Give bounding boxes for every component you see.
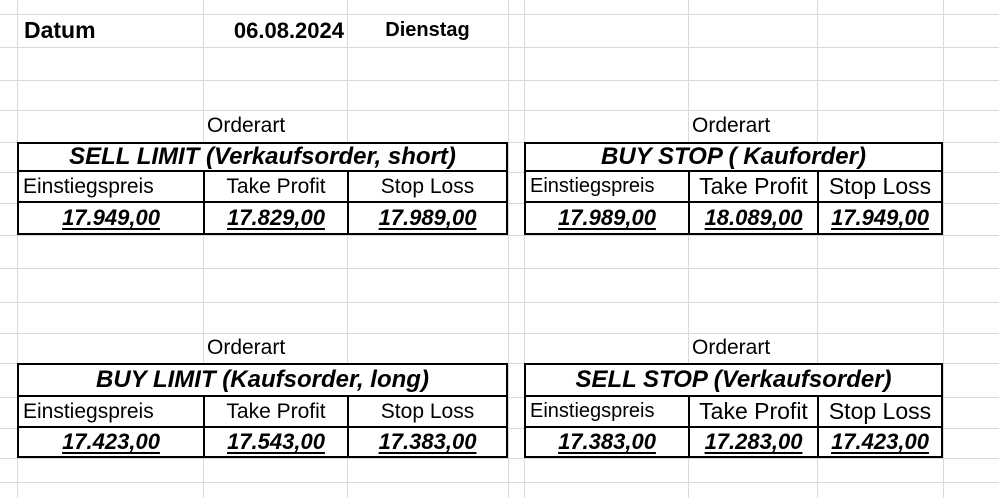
col-header-einstiegspreis[interactable]: Einstiegspreis [526, 397, 688, 428]
col-header-einstiegspreis[interactable]: Einstiegspreis [526, 172, 688, 203]
col-header-stop-loss[interactable]: Stop Loss [817, 397, 941, 428]
gridline [0, 14, 999, 15]
cell-einstiegspreis-value[interactable]: 17.989,00 [558, 205, 656, 230]
cell-einstiegspreis-value[interactable]: 17.383,00 [558, 429, 656, 454]
gridline [943, 0, 944, 498]
table-sell-limit: SELL LIMIT (Verkaufsorder, short) Einsti… [17, 142, 508, 235]
gridline [0, 47, 999, 48]
orderart-label-sell-limit[interactable]: Orderart [207, 114, 286, 137]
col-header-einstiegspreis[interactable]: Einstiegspreis [19, 172, 203, 203]
table-sell-stop: SELL STOP (Verkaufsorder) Einstiegspreis… [524, 363, 943, 458]
order-type-title[interactable]: BUY LIMIT (Kaufsorder, long) [19, 365, 506, 397]
cell-stop-loss-value[interactable]: 17.383,00 [347, 428, 506, 456]
col-header-take-profit[interactable]: Take Profit [203, 397, 347, 428]
weekday-cell[interactable]: Dienstag [385, 19, 470, 41]
col-header-stop-loss[interactable]: Stop Loss [347, 397, 506, 428]
col-header-stop-loss[interactable]: Stop Loss [817, 172, 941, 203]
cell-stop-loss-value[interactable]: 17.989,00 [347, 203, 506, 233]
order-type-title[interactable]: SELL STOP (Verkaufsorder) [526, 365, 941, 397]
gridline [0, 458, 999, 459]
cell-take-profit-value[interactable]: 17.829,00 [203, 203, 347, 233]
gridline [817, 0, 818, 498]
orderart-label-buy-stop[interactable]: Orderart [692, 114, 771, 137]
cell-take-profit-value[interactable]: 18.089,00 [688, 203, 817, 233]
date-label-cell[interactable]: Datum [24, 17, 96, 43]
gridline [17, 0, 18, 498]
col-header-take-profit[interactable]: Take Profit [203, 172, 347, 203]
gridline [0, 302, 999, 303]
orderart-label-buy-limit[interactable]: Orderart [207, 336, 286, 359]
gridline [524, 0, 525, 498]
date-value-cell[interactable]: 06.08.2024 [233, 17, 344, 43]
cell-stop-loss-value[interactable]: 17.949,00 [817, 203, 941, 233]
col-header-take-profit[interactable]: Take Profit [688, 172, 817, 203]
gridline [0, 482, 999, 483]
orderart-label-sell-stop[interactable]: Orderart [692, 336, 771, 359]
gridline [688, 0, 689, 498]
cell-take-profit-value[interactable]: 17.543,00 [203, 428, 347, 456]
order-type-title[interactable]: BUY STOP ( Kauforder) [526, 144, 941, 172]
cell-einstiegspreis-value[interactable]: 17.949,00 [62, 205, 160, 230]
table-buy-limit: BUY LIMIT (Kaufsorder, long) Einstiegspr… [17, 363, 508, 458]
cell-einstiegspreis-value[interactable]: 17.423,00 [62, 429, 160, 454]
col-header-stop-loss[interactable]: Stop Loss [347, 172, 506, 203]
gridline [0, 80, 999, 81]
order-type-title[interactable]: SELL LIMIT (Verkaufsorder, short) [19, 144, 506, 172]
gridline [0, 333, 999, 334]
gridline [203, 0, 204, 498]
cell-stop-loss-value[interactable]: 17.423,00 [817, 428, 941, 456]
gridline [0, 268, 999, 269]
cell-take-profit-value[interactable]: 17.283,00 [688, 428, 817, 456]
col-header-take-profit[interactable]: Take Profit [688, 397, 817, 428]
gridline [508, 0, 509, 498]
gridline [347, 0, 348, 498]
col-header-einstiegspreis[interactable]: Einstiegspreis [19, 397, 203, 428]
gridline [0, 235, 999, 236]
gridline [0, 110, 999, 111]
table-buy-stop: BUY STOP ( Kauforder) Einstiegspreis Tak… [524, 142, 943, 235]
